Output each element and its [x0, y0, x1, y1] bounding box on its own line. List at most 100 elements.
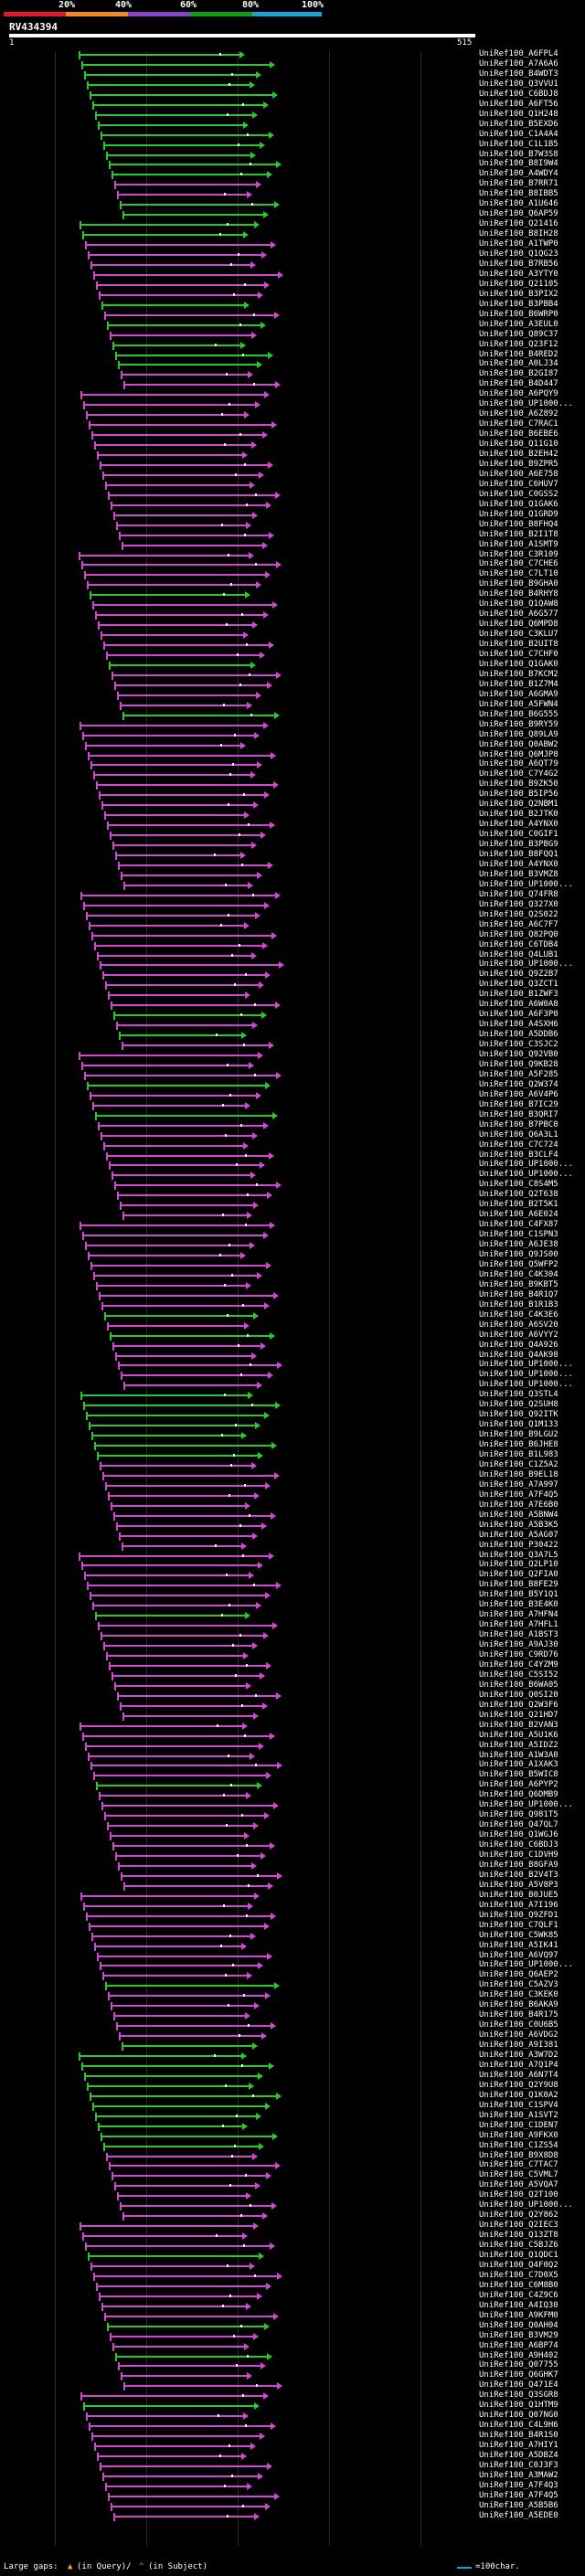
hit-label[interactable]: UniRef100_Q6DMB9 — [479, 1790, 558, 1800]
hit-alignment-bar[interactable] — [103, 644, 269, 647]
hit-alignment-bar[interactable] — [89, 2425, 271, 2428]
hit-alignment-bar[interactable] — [118, 1864, 251, 1867]
hit-label[interactable]: UniRef100_C6BDJ8 — [479, 89, 558, 99]
hit-label[interactable]: UniRef100_B9ZK50 — [479, 779, 558, 790]
hit-label[interactable]: UniRef100_C6TDB4 — [479, 939, 558, 949]
hit-label[interactable]: UniRef100_A6QT79 — [479, 759, 558, 769]
hit-alignment-bar[interactable] — [121, 374, 248, 376]
hit-row[interactable]: UniRef100_A4WDY4 — [0, 169, 585, 180]
hit-row[interactable]: UniRef100_B7W3S8 — [0, 150, 585, 160]
hit-alignment-bar[interactable] — [111, 2505, 265, 2507]
hit-alignment-bar[interactable] — [79, 54, 239, 56]
hit-label[interactable]: UniRef100_C7RAC1 — [479, 419, 558, 429]
hit-label[interactable]: UniRef100_A6G577 — [479, 610, 558, 620]
hit-label[interactable]: UniRef100_B4WDT3 — [479, 69, 558, 79]
hit-label[interactable]: UniRef100_A6VYY2 — [479, 1330, 558, 1340]
hit-label[interactable]: UniRef100_A9FKX0 — [479, 2130, 558, 2140]
hit-alignment-bar[interactable] — [84, 1074, 276, 1076]
hit-label[interactable]: UniRef100_Q21105 — [479, 279, 558, 289]
hit-alignment-bar[interactable] — [120, 2205, 271, 2208]
hit-row[interactable]: UniRef100_B2JTK0 — [0, 810, 585, 821]
hit-label[interactable]: UniRef100_Q89LA9 — [479, 729, 558, 739]
hit-alignment-bar[interactable] — [92, 604, 272, 607]
hit-label[interactable]: UniRef100_B8I9W4 — [479, 159, 558, 169]
hit-alignment-bar[interactable] — [95, 2115, 256, 2117]
hit-row[interactable]: UniRef100_C1L1B5 — [0, 140, 585, 150]
hit-row[interactable]: UniRef100_B2I1T8 — [0, 530, 585, 540]
hit-label[interactable]: UniRef100_A5DBZ4 — [479, 2451, 558, 2460]
hit-alignment-bar[interactable] — [84, 1574, 249, 1577]
hit-row[interactable]: UniRef100_UP1000... — [0, 1360, 585, 1371]
hit-row[interactable]: UniRef100_C3KEK0 — [0, 1990, 585, 2001]
hit-label[interactable]: UniRef100_A4SXH6 — [479, 1020, 558, 1030]
hit-row[interactable]: UniRef100_C6BDJ3 — [0, 1840, 585, 1851]
hit-alignment-bar[interactable] — [94, 1945, 241, 1947]
hit-label[interactable]: UniRef100_C5SI52 — [479, 1670, 558, 1680]
hit-alignment-bar[interactable] — [101, 1805, 273, 1807]
hit-row[interactable]: UniRef100_C6HUV7 — [0, 480, 585, 490]
hit-alignment-bar[interactable] — [109, 1664, 266, 1667]
hit-alignment-bar[interactable] — [97, 1955, 267, 1957]
hit-row[interactable]: UniRef100_UP1000... — [0, 1960, 585, 1971]
hit-row[interactable]: UniRef100_B9RY59 — [0, 720, 585, 730]
hit-alignment-bar[interactable] — [88, 254, 261, 256]
hit-row[interactable]: UniRef100_C7RAC1 — [0, 419, 585, 430]
hit-row[interactable]: UniRef100_B6G555 — [0, 710, 585, 720]
hit-row[interactable]: UniRef100_Q13ZT8 — [0, 2231, 585, 2242]
hit-row[interactable]: UniRef100_B4R1S0 — [0, 2431, 585, 2442]
hit-alignment-bar[interactable] — [80, 1224, 270, 1227]
hit-row[interactable]: UniRef100_A7E6B0 — [0, 1500, 585, 1511]
hit-label[interactable]: UniRef100_P30422 — [479, 1540, 558, 1550]
hit-alignment-bar[interactable] — [115, 2355, 267, 2358]
hit-label[interactable]: UniRef100_A9I381 — [479, 2041, 558, 2051]
hit-row[interactable]: UniRef100_B6JHE8 — [0, 1440, 585, 1451]
hit-row[interactable]: UniRef100_A5IDZ2 — [0, 1741, 585, 1751]
hit-row[interactable]: UniRef100_B8GFA9 — [0, 1860, 585, 1871]
hit-row[interactable]: UniRef100_A7A6A6 — [0, 59, 585, 69]
hit-label[interactable]: UniRef100_Q3A7L5 — [479, 1550, 558, 1560]
hit-row[interactable]: UniRef100_A6PYP2 — [0, 1780, 585, 1791]
hit-alignment-bar[interactable] — [87, 1084, 265, 1087]
hit-alignment-bar[interactable] — [112, 1845, 270, 1848]
hit-label[interactable]: UniRef100_Q3VVU1 — [479, 79, 558, 89]
hit-alignment-bar[interactable] — [86, 1415, 264, 1417]
hit-label[interactable]: UniRef100_A5B5B6 — [479, 2500, 558, 2510]
hit-row[interactable]: UniRef100_B8I9W4 — [0, 159, 585, 170]
hit-alignment-bar[interactable] — [90, 2264, 250, 2267]
hit-row[interactable]: UniRef100_C4K304 — [0, 1270, 585, 1280]
hit-alignment-bar[interactable] — [79, 2055, 241, 2057]
hit-row[interactable]: UniRef100_Q1QG23 — [0, 249, 585, 260]
hit-row[interactable]: UniRef100_C6BDJ8 — [0, 89, 585, 100]
hit-row[interactable]: UniRef100_C4L9H6 — [0, 2421, 585, 2432]
hit-label[interactable]: UniRef100_A1TWP0 — [479, 239, 558, 249]
hit-row[interactable]: UniRef100_Q6DMB9 — [0, 1790, 585, 1801]
hit-alignment-bar[interactable] — [105, 984, 259, 987]
hit-row[interactable]: UniRef100_B3PBB4 — [0, 300, 585, 310]
hit-alignment-bar[interactable] — [80, 1724, 242, 1727]
hit-label[interactable]: UniRef100_A6Z892 — [479, 409, 558, 419]
hit-label[interactable]: UniRef100_C1DVH9 — [479, 1850, 558, 1860]
hit-row[interactable]: UniRef100_C1A4A4 — [0, 130, 585, 140]
hit-alignment-bar[interactable] — [90, 1765, 277, 1767]
hit-label[interactable]: UniRef100_UP1000... — [479, 399, 573, 409]
hit-alignment-bar[interactable] — [89, 924, 244, 927]
hit-label[interactable]: UniRef100_A1W3A0 — [479, 1750, 558, 1760]
hit-label[interactable]: UniRef100_B1Z7M4 — [479, 679, 558, 689]
hit-alignment-bar[interactable] — [96, 2284, 266, 2287]
hit-row[interactable]: UniRef100_C5AZV3 — [0, 1980, 585, 1991]
hit-label[interactable]: UniRef100_C1SPV4 — [479, 2100, 558, 2110]
hit-label[interactable]: UniRef100_Q2Y862 — [479, 2210, 558, 2221]
hit-row[interactable]: UniRef100_A6G577 — [0, 610, 585, 620]
hit-alignment-bar[interactable] — [85, 1245, 250, 1247]
hit-alignment-bar[interactable] — [120, 1704, 262, 1707]
hit-label[interactable]: UniRef100_A3MAW2 — [479, 2470, 558, 2480]
hit-row[interactable]: UniRef100_C7TAC7 — [0, 2160, 585, 2171]
hit-alignment-bar[interactable] — [122, 214, 263, 217]
hit-alignment-bar[interactable] — [112, 344, 240, 346]
hit-row[interactable]: UniRef100_B1ZWF3 — [0, 990, 585, 1001]
hit-alignment-bar[interactable] — [122, 2045, 252, 2048]
hit-row[interactable]: UniRef100_Q1K0A2 — [0, 2091, 585, 2101]
hit-label[interactable]: UniRef100_C1ZS54 — [479, 2140, 558, 2150]
hit-label[interactable]: UniRef100_C1SPN3 — [479, 1230, 558, 1240]
hit-row[interactable]: UniRef100_Q2S022 — [0, 910, 585, 920]
